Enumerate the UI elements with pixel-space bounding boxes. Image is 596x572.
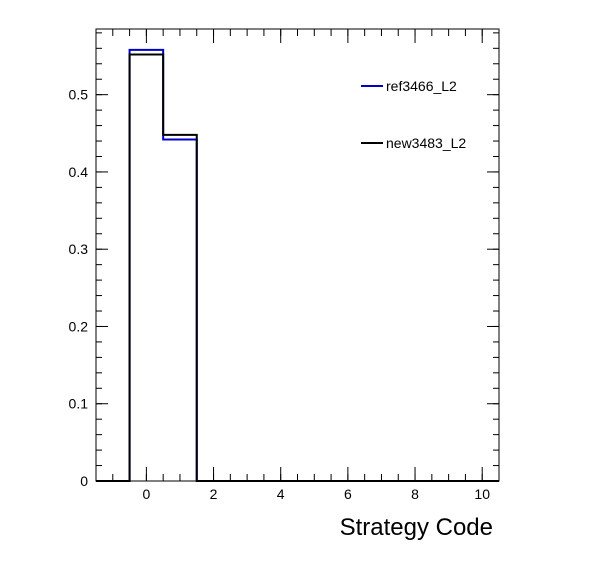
- x-tick-labels: 0 2 4 6 8 10: [142, 486, 490, 502]
- minor-ticks: [95, 29, 500, 482]
- x-tick-label: 10: [474, 486, 490, 502]
- y-tick-label: 0.2: [69, 318, 89, 334]
- x-axis-title: Strategy Code: [340, 514, 493, 541]
- legend-label-0: ref3466_L2: [386, 78, 457, 94]
- y-tick-label: 0.5: [69, 87, 89, 103]
- y-tick-labels: 0 0.1 0.2 0.3 0.4 0.5: [69, 87, 89, 489]
- legend-label-1: new3483_L2: [386, 135, 466, 151]
- histogram-series-0: [96, 48, 499, 482]
- x-tick-label: 2: [210, 486, 218, 502]
- histogram-series-1: [96, 53, 499, 482]
- legend: ref3466_L2 new3483_L2: [361, 78, 466, 151]
- y-tick-label: 0.1: [69, 396, 89, 412]
- x-tick-label: 0: [142, 486, 150, 502]
- major-ticks: [96, 29, 499, 482]
- x-tick-label: 4: [277, 486, 285, 502]
- y-tick-label: 0.4: [69, 164, 89, 180]
- y-tick-label: 0: [80, 473, 88, 489]
- x-tick-label: 8: [411, 486, 419, 502]
- series-layer: [96, 48, 499, 482]
- x-tick-label: 6: [344, 486, 352, 502]
- plot-frame: [95, 28, 500, 482]
- y-tick-label: 0.3: [69, 241, 89, 257]
